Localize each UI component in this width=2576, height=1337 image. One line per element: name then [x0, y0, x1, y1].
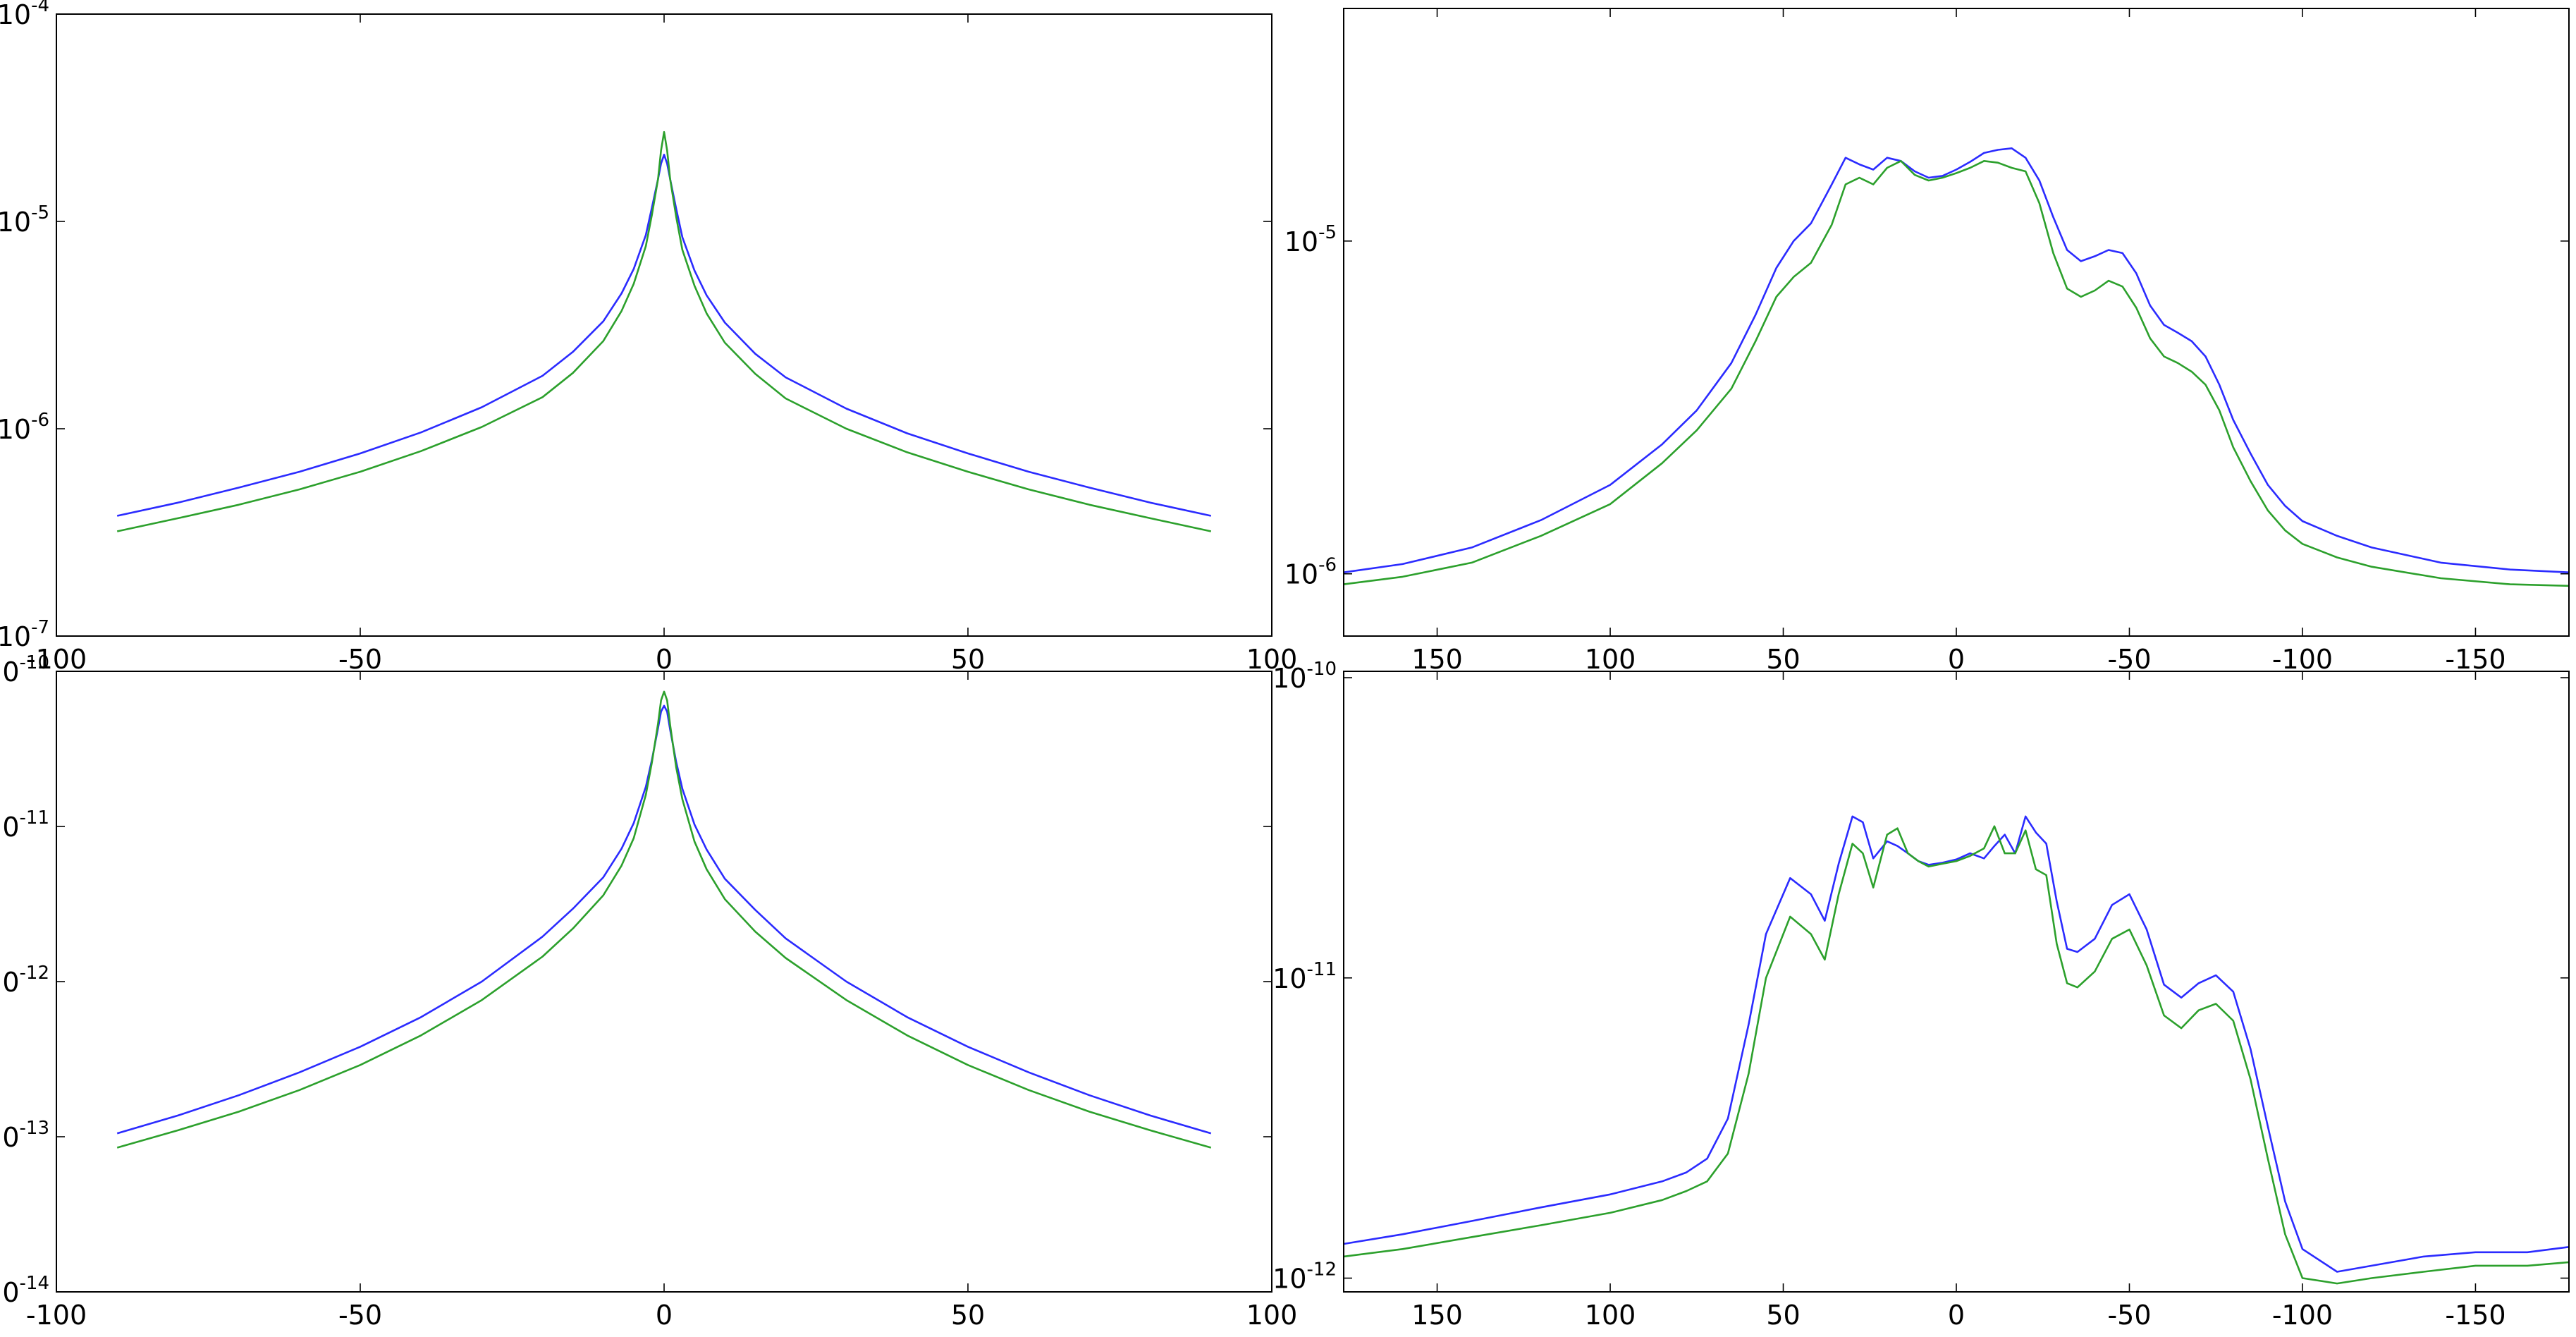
bottom-left-y-tick-exponent: -11 — [20, 807, 49, 829]
top-left-x-tick-label: -50 — [338, 644, 382, 675]
bottom-left-y-tick-base: 10 — [0, 657, 20, 688]
bottom-right-y-tick-base: 10 — [1272, 1264, 1306, 1295]
top-right-x-tick-label: 150 — [1411, 644, 1463, 675]
top-right-y-tick-base: 10 — [1284, 559, 1318, 590]
bottom-left-y-tick-exponent: -12 — [20, 963, 49, 984]
bottom-left-y-tick-base: 10 — [0, 1122, 20, 1153]
top-right-y-tick-exponent: -6 — [1318, 555, 1337, 576]
top-right-y-tick-label: 10-5 — [1284, 222, 1337, 257]
top-right-y-tick-base: 10 — [1284, 226, 1318, 257]
bottom-right-green-line — [1343, 825, 2570, 1285]
bottom-right-x-tick-label: -150 — [2445, 1300, 2506, 1331]
bottom-right-y-tick-exponent: -10 — [1307, 659, 1337, 680]
bottom-left-y-tick-exponent: -13 — [20, 1118, 49, 1139]
bottom-right-y-tick-base: 10 — [1272, 663, 1306, 694]
top-left-y-tick-label: 10-6 — [0, 410, 49, 445]
bottom-left-y-tick-base: 10 — [0, 812, 20, 843]
top-left-y-tick-base: 10 — [0, 621, 31, 652]
bottom-left-x-tick-label: 50 — [951, 1300, 985, 1331]
bottom-right-blue-line — [1343, 815, 2570, 1273]
bottom-left-green-line — [116, 690, 1212, 1149]
bottom-right-y-tick-label: 10-11 — [1272, 959, 1337, 994]
bottom-left-y-tick-label: 10-12 — [0, 963, 49, 998]
bottom-left-y-tick-label: 10-14 — [0, 1273, 49, 1308]
top-right-blue-line — [1343, 147, 2570, 573]
bottom-right-y-tick-label: 10-10 — [1272, 659, 1337, 694]
top-left-x-tick-label: 50 — [951, 644, 985, 675]
bottom-left-y-tick-label: 10-11 — [0, 807, 49, 843]
bottom-right-x-tick-label: 100 — [1585, 1300, 1636, 1331]
bottom-right-y-tick-base: 10 — [1272, 963, 1306, 994]
top-left-y-tick-base: 10 — [0, 0, 31, 30]
bottom-left-y-tick-label: 10-10 — [0, 652, 49, 688]
top-right-x-tick-label: 0 — [1948, 644, 1965, 675]
bottom-right-x-tick-label: 150 — [1411, 1300, 1463, 1331]
bottom-left-y-tick-exponent: -10 — [20, 652, 49, 673]
top-right-x-tick-label: -150 — [2445, 644, 2506, 675]
bottom-left-x-tick-label: 100 — [1246, 1300, 1298, 1331]
top-left-y-tick-label: 10-4 — [0, 0, 49, 30]
bottom-left-y-tick-exponent: -14 — [20, 1273, 49, 1294]
top-left-y-tick-exponent: -6 — [31, 410, 49, 431]
top-right-x-tick-label: 100 — [1585, 644, 1636, 675]
top-left-green-line — [116, 130, 1212, 532]
bottom-right-x-tick-label: 50 — [1766, 1300, 1800, 1331]
top-left-blue-line — [116, 154, 1212, 517]
bottom-right-axes-frame — [1343, 671, 2570, 1293]
bottom-left-x-tick-label: -100 — [26, 1300, 87, 1331]
bottom-right-x-tick-label: -50 — [2107, 1300, 2151, 1331]
bottom-left-x-tick-label: 0 — [656, 1300, 673, 1331]
top-left-y-tick-label: 10-5 — [0, 202, 49, 238]
top-left-y-tick-exponent: -5 — [31, 202, 49, 224]
bottom-right-y-tick-exponent: -12 — [1307, 1259, 1337, 1281]
top-right-y-tick-label: 10-6 — [1284, 555, 1337, 590]
bottom-left-y-tick-base: 10 — [0, 1277, 20, 1308]
top-right-x-tick-label: -100 — [2272, 644, 2333, 675]
bottom-right-x-tick-label: 0 — [1948, 1300, 1965, 1331]
top-right-green-line — [1343, 160, 2570, 587]
top-left-y-tick-base: 10 — [0, 207, 31, 238]
top-left-x-tick-label: 0 — [656, 644, 673, 675]
top-left-y-tick-base: 10 — [0, 414, 31, 445]
bottom-right-x-tick-label: -100 — [2272, 1300, 2333, 1331]
bottom-left-x-tick-label: -50 — [338, 1300, 382, 1331]
bottom-left-axes-frame — [56, 671, 1272, 1293]
top-left-x-tick-label: 100 — [1246, 644, 1298, 675]
bottom-left-blue-line — [116, 704, 1212, 1135]
top-right-x-tick-label: 50 — [1766, 644, 1800, 675]
top-left-y-tick-exponent: -7 — [31, 617, 49, 638]
bottom-left-y-tick-label: 10-13 — [0, 1118, 49, 1153]
top-right-y-tick-exponent: -5 — [1318, 222, 1337, 243]
top-left-y-tick-exponent: -4 — [31, 0, 49, 16]
top-left-y-tick-label: 10-7 — [0, 617, 49, 652]
bottom-right-y-tick-exponent: -11 — [1307, 959, 1337, 980]
bottom-left-y-tick-base: 10 — [0, 967, 20, 998]
top-left-x-tick-label: -100 — [26, 644, 87, 675]
top-left-axes-frame — [56, 13, 1272, 637]
bottom-right-y-tick-label: 10-12 — [1272, 1259, 1337, 1295]
top-right-x-tick-label: -50 — [2107, 644, 2151, 675]
